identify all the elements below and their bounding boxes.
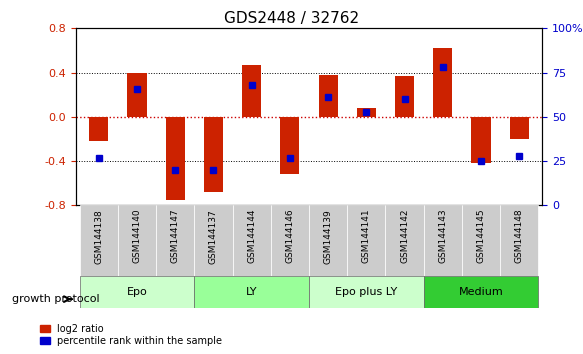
Text: Epo: Epo xyxy=(127,287,147,297)
FancyBboxPatch shape xyxy=(271,205,309,276)
Text: GSM144139: GSM144139 xyxy=(324,209,333,264)
Text: GSM144138: GSM144138 xyxy=(94,209,103,264)
Text: GSM144143: GSM144143 xyxy=(438,209,447,263)
Bar xyxy=(242,65,261,117)
Legend: log2 ratio, percentile rank within the sample: log2 ratio, percentile rank within the s… xyxy=(40,324,222,346)
Text: Epo plus LY: Epo plus LY xyxy=(335,287,398,297)
Text: GSM144148: GSM144148 xyxy=(515,209,524,263)
Bar xyxy=(128,73,146,117)
Text: GSM144141: GSM144141 xyxy=(362,209,371,263)
Bar xyxy=(318,75,338,117)
Text: GSM144144: GSM144144 xyxy=(247,209,256,263)
FancyBboxPatch shape xyxy=(309,276,424,308)
FancyBboxPatch shape xyxy=(194,276,309,308)
Text: GDS2448 / 32762: GDS2448 / 32762 xyxy=(224,11,359,25)
Bar xyxy=(166,117,185,200)
FancyBboxPatch shape xyxy=(462,205,500,276)
Text: GSM144142: GSM144142 xyxy=(400,209,409,263)
Text: GSM144146: GSM144146 xyxy=(285,209,294,263)
FancyBboxPatch shape xyxy=(385,205,424,276)
Bar xyxy=(433,48,452,117)
FancyBboxPatch shape xyxy=(118,205,156,276)
Bar xyxy=(395,76,414,117)
Bar xyxy=(204,117,223,192)
Bar xyxy=(89,117,108,141)
Text: GSM144147: GSM144147 xyxy=(171,209,180,263)
FancyBboxPatch shape xyxy=(347,205,385,276)
Bar xyxy=(472,117,490,163)
Text: growth protocol: growth protocol xyxy=(12,294,99,304)
Bar xyxy=(357,108,376,117)
Text: GSM144137: GSM144137 xyxy=(209,209,218,264)
FancyBboxPatch shape xyxy=(194,205,233,276)
FancyBboxPatch shape xyxy=(424,276,538,308)
FancyBboxPatch shape xyxy=(500,205,538,276)
FancyBboxPatch shape xyxy=(424,205,462,276)
Text: GSM144140: GSM144140 xyxy=(132,209,142,263)
FancyBboxPatch shape xyxy=(80,276,194,308)
FancyBboxPatch shape xyxy=(309,205,347,276)
FancyBboxPatch shape xyxy=(156,205,194,276)
Bar xyxy=(280,117,300,175)
FancyBboxPatch shape xyxy=(233,205,271,276)
Text: Medium: Medium xyxy=(459,287,503,297)
Text: GSM144145: GSM144145 xyxy=(476,209,486,263)
FancyBboxPatch shape xyxy=(80,205,118,276)
Bar xyxy=(510,117,529,139)
Text: LY: LY xyxy=(246,287,258,297)
